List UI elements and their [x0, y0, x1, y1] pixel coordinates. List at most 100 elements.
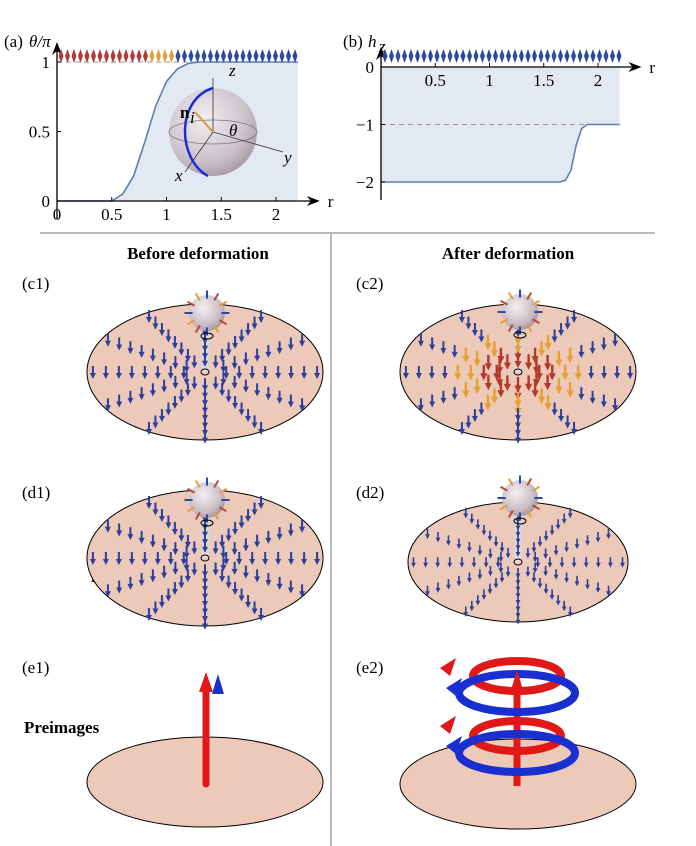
- spin-arrow: [415, 49, 420, 63]
- preimage-arrow: [199, 672, 213, 692]
- spin-arrow: [91, 49, 96, 63]
- column-title: Before deformation: [127, 244, 269, 263]
- spin-arrow: [532, 49, 537, 63]
- spin-arrow: [169, 49, 174, 63]
- spin-arrow: [195, 49, 200, 63]
- spin-arrow: [137, 49, 142, 63]
- spin-arrow: [480, 49, 485, 63]
- y-tick-label: 0: [42, 192, 51, 211]
- inset-label: i: [190, 108, 195, 127]
- row-name: Preimages: [24, 718, 100, 737]
- spin-arrow: [72, 49, 77, 63]
- spin-arrow: [565, 49, 570, 63]
- spin-arrow: [584, 49, 589, 63]
- x-tick-label: 2: [594, 71, 603, 90]
- spin-arrow: [519, 49, 524, 63]
- spin-arrow: [143, 49, 148, 63]
- spin-arrow: [176, 49, 181, 63]
- x-tick-label: 0: [53, 205, 62, 224]
- preimage-arrow: [440, 658, 456, 676]
- preimage-arrow: [212, 674, 224, 694]
- y-axis-label: h: [368, 32, 377, 51]
- spin-arrow: [604, 49, 609, 63]
- figure: r00.511.5200.51(a)θ/πr0.511.520−1−2(b)hz…: [0, 0, 696, 846]
- spin-arrow: [182, 49, 187, 63]
- preimage-arrow: [440, 716, 456, 734]
- column-title: After deformation: [442, 244, 575, 263]
- spin-arrow: [474, 49, 479, 63]
- panel-label: (c2): [356, 274, 383, 293]
- spin-arrow: [215, 49, 220, 63]
- spin-arrow: [422, 49, 427, 63]
- spin-arrow: [267, 49, 272, 63]
- chart: r00.511.5200.51(a)θ/π: [4, 32, 334, 224]
- inset-label: n: [180, 103, 190, 122]
- inset-label: θ: [229, 121, 237, 140]
- spin-arrow: [448, 49, 453, 63]
- spin-arrow: [493, 49, 498, 63]
- spin-arrow: [254, 49, 259, 63]
- spin-arrow: [280, 49, 285, 63]
- spin-arrow: [202, 624, 208, 630]
- x-axis-label: r: [328, 192, 334, 211]
- panel-label: (d1): [22, 483, 50, 502]
- y-tick-label: −2: [356, 173, 374, 192]
- spin-arrow: [286, 49, 291, 63]
- panel-label: (d2): [356, 483, 384, 502]
- spin-arrow: [515, 438, 521, 444]
- spin-arrow: [545, 49, 550, 63]
- spin-arrow: [150, 49, 155, 63]
- panel-label: (c1): [22, 274, 49, 293]
- spin-arrow: [202, 49, 207, 63]
- spin-arrow: [130, 49, 135, 63]
- spin-arrow: [591, 49, 596, 63]
- spin-arrow: [506, 49, 511, 63]
- spin-arrow: [441, 49, 446, 63]
- spin-arrow: [241, 49, 246, 63]
- spin-arrow: [435, 49, 440, 63]
- spin-arrow: [111, 49, 116, 63]
- spin-arrow: [78, 49, 83, 63]
- x-tick-label: 2: [272, 205, 281, 224]
- spin-arrow: [617, 49, 622, 63]
- spin-arrow: [539, 49, 544, 63]
- spin-arrow: [500, 49, 505, 63]
- spin-arrow: [221, 49, 226, 63]
- spin-arrow: [293, 49, 298, 63]
- spin-arrow: [409, 49, 414, 63]
- spin-arrow: [402, 49, 407, 63]
- y-tick-label: 0.5: [29, 123, 50, 142]
- spin-arrow: [396, 49, 401, 63]
- spin-arrow: [461, 49, 466, 63]
- spin-arrow: [467, 49, 472, 63]
- inset-label: x: [174, 166, 183, 185]
- spin-arrow: [578, 49, 583, 63]
- x-tick-label: 1.5: [211, 205, 232, 224]
- spin-arrow: [208, 49, 213, 63]
- spin-arrow: [260, 49, 265, 63]
- spin-arrow: [104, 49, 109, 63]
- sphere: [502, 480, 538, 516]
- spin-arrow: [156, 49, 161, 63]
- spin-arrow: [487, 49, 492, 63]
- inset-label: y: [282, 148, 292, 167]
- sphere: [189, 295, 225, 331]
- spin-arrow: [65, 49, 70, 63]
- spin-arrow: [202, 438, 208, 444]
- sphere: [502, 294, 538, 330]
- panel-label: (e2): [356, 658, 383, 677]
- x-axis-label: r: [649, 58, 655, 77]
- spin-arrow: [610, 49, 615, 63]
- y-tick-label: 1: [42, 53, 51, 72]
- inset-label: z: [228, 61, 236, 80]
- spin-arrow: [571, 49, 576, 63]
- spin-arrow: [389, 49, 394, 63]
- y-tick-label: 0: [366, 58, 375, 77]
- spin-arrow: [163, 49, 168, 63]
- sphere: [189, 482, 225, 518]
- x-tick-label: 1.5: [533, 71, 554, 90]
- spin-arrow: [189, 49, 194, 63]
- spin-arrow: [85, 49, 90, 63]
- spin-arrow: [273, 49, 278, 63]
